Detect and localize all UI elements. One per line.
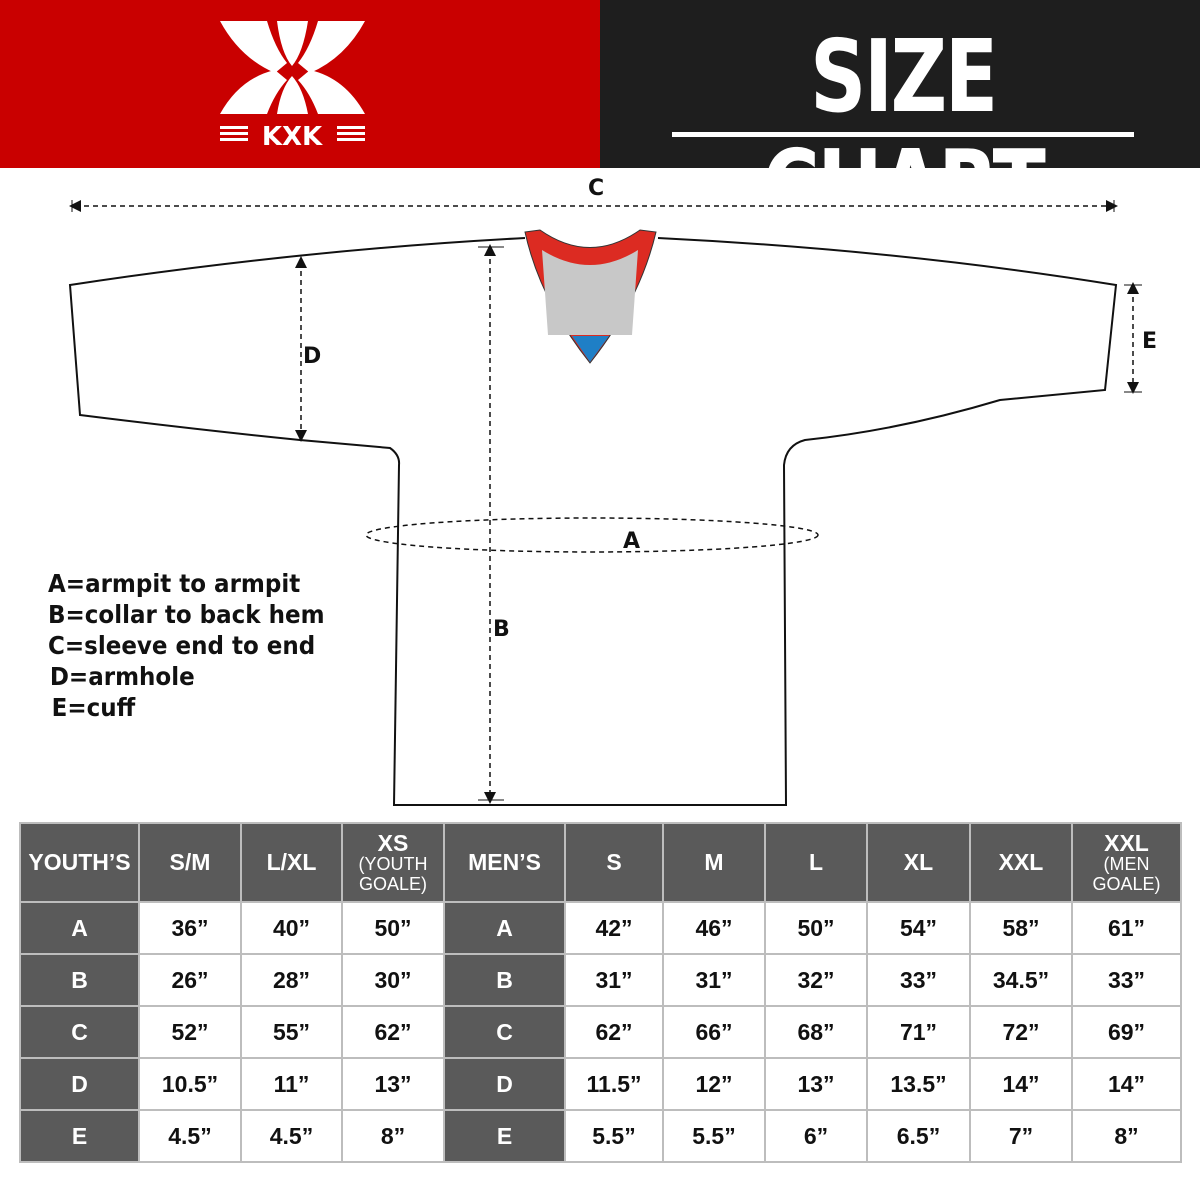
measurement-cell: 6”	[764, 1109, 868, 1163]
legend-item: A=armpit to armpit	[48, 569, 301, 598]
row-key: A	[443, 901, 566, 955]
size-header: M	[662, 822, 766, 903]
label-c: C	[588, 176, 605, 201]
table-header-row: YOUTH’S S/M L/XL XS (YOUTH GOALE) MEN’S S…	[19, 822, 1182, 903]
measurement-cell: 55”	[240, 1005, 343, 1059]
row-key: D	[19, 1057, 140, 1111]
measurement-cell: 31”	[564, 953, 664, 1007]
measurement-cell: 72”	[969, 1005, 1073, 1059]
measurement-cell: 71”	[866, 1005, 971, 1059]
row-key: E	[19, 1109, 140, 1163]
measurement-cell: 12”	[662, 1057, 766, 1111]
youth-header: YOUTH’S	[19, 822, 140, 903]
size-header: XXL (MEN GOALE)	[1071, 822, 1182, 903]
size-header: S/M	[138, 822, 242, 903]
header-title-panel	[600, 0, 1200, 168]
measurement-cell: 68”	[764, 1005, 868, 1059]
measurement-cell: 6.5”	[866, 1109, 971, 1163]
measurement-cell: 46”	[662, 901, 766, 955]
measurement-cell: 14”	[969, 1057, 1073, 1111]
measurement-cell: 10.5”	[138, 1057, 242, 1111]
measurement-cell: 4.5”	[138, 1109, 242, 1163]
size-header: L/XL	[240, 822, 343, 903]
measurement-cell: 50”	[764, 901, 868, 955]
size-header: L	[764, 822, 868, 903]
legend-item: C=sleeve end to end	[48, 631, 316, 660]
row-key: C	[443, 1005, 566, 1059]
measurement-cell: 66”	[662, 1005, 766, 1059]
measurement-cell: 8”	[1071, 1109, 1182, 1163]
measurement-cell: 11”	[240, 1057, 343, 1111]
size-header: XXL	[969, 822, 1073, 903]
measurement-cell: 30”	[341, 953, 445, 1007]
table-row: E 4.5” 4.5” 8” E 5.5” 5.5” 6” 6.5” 7” 8”	[19, 1109, 1182, 1163]
measurement-cell: 13”	[764, 1057, 868, 1111]
row-key: B	[19, 953, 140, 1007]
size-header: XS (YOUTH GOALE)	[341, 822, 445, 903]
row-key: C	[19, 1005, 140, 1059]
row-key: E	[443, 1109, 566, 1163]
measurement-cell: 33”	[866, 953, 971, 1007]
measurement-cell: 40”	[240, 901, 343, 955]
legend-item: D=armhole	[49, 662, 195, 691]
size-note: (YOUTH GOALE)	[358, 853, 428, 894]
measurement-cell: 62”	[564, 1005, 664, 1059]
measurement-cell: 61”	[1071, 901, 1182, 955]
measurement-cell: 26”	[138, 953, 242, 1007]
measurement-cell: 5.5”	[564, 1109, 664, 1163]
label-e: E	[1142, 329, 1158, 354]
measurement-cell: 54”	[866, 901, 971, 955]
measurement-cell: 32”	[764, 953, 868, 1007]
row-key: B	[443, 953, 566, 1007]
table-row: D 10.5” 11” 13” D 11.5” 12” 13” 13.5” 14” 14”	[19, 1057, 1182, 1111]
measurement-cell: 69”	[1071, 1005, 1182, 1059]
size-table: YOUTH’S S/M L/XL XS (YOUTH GOALE) MEN’S S…	[19, 822, 1182, 1163]
size-header: XL	[866, 822, 971, 903]
legend-item: E=cuff	[51, 693, 136, 722]
measurement-cell: 8”	[341, 1109, 445, 1163]
size-note: (MEN GOALE)	[1092, 853, 1161, 894]
measurement-cell: 5.5”	[662, 1109, 766, 1163]
jersey-diagram	[68, 200, 1142, 806]
measurement-cell: 50”	[341, 901, 445, 955]
measurement-cell: 14”	[1071, 1057, 1182, 1111]
table-row: A 36” 40” 50” A 42” 46” 50” 54” 58” 61”	[19, 901, 1182, 955]
jersey-outline	[68, 237, 1118, 806]
logo-text: KXK	[262, 122, 323, 148]
legend-item: B=collar to back hem	[48, 600, 325, 629]
label-b: B	[493, 617, 510, 642]
measurement-cell: 4.5”	[240, 1109, 343, 1163]
row-key: D	[443, 1057, 566, 1111]
kxk-logo: KXK	[220, 21, 365, 148]
measurement-cell: 13”	[341, 1057, 445, 1111]
measurement-cell: 52”	[138, 1005, 242, 1059]
page-title: SIZE CHART	[762, 18, 1046, 245]
men-header: MEN’S	[443, 822, 566, 903]
measurement-cell: 42”	[564, 901, 664, 955]
measurement-cell: 28”	[240, 953, 343, 1007]
size-label: XS	[377, 829, 409, 856]
measurement-legend: A=armpit to armpit B=collar to back hem …	[48, 568, 325, 723]
measurement-cell: 34.5”	[969, 953, 1073, 1007]
measurement-cell: 58”	[969, 901, 1073, 955]
dimension-a	[365, 517, 819, 553]
measurement-cell: 11.5”	[564, 1057, 664, 1111]
measurement-cell: 7”	[969, 1109, 1073, 1163]
table-row: B 26” 28” 30” B 31” 31” 32” 33” 34.5” 33”	[19, 953, 1182, 1007]
measurement-cell: 36”	[138, 901, 242, 955]
size-label: XXL	[1104, 829, 1149, 856]
label-d: D	[303, 344, 322, 369]
row-key: A	[19, 901, 140, 955]
size-header: S	[564, 822, 664, 903]
label-a: A	[623, 529, 641, 554]
table-row: C 52” 55” 62” C 62” 66” 68” 71” 72” 69”	[19, 1005, 1182, 1059]
measurement-cell: 62”	[341, 1005, 445, 1059]
measurement-cell: 13.5”	[866, 1057, 971, 1111]
measurement-cell: 31”	[662, 953, 766, 1007]
measurement-cell: 33”	[1071, 953, 1182, 1007]
title-underline	[672, 132, 1134, 137]
